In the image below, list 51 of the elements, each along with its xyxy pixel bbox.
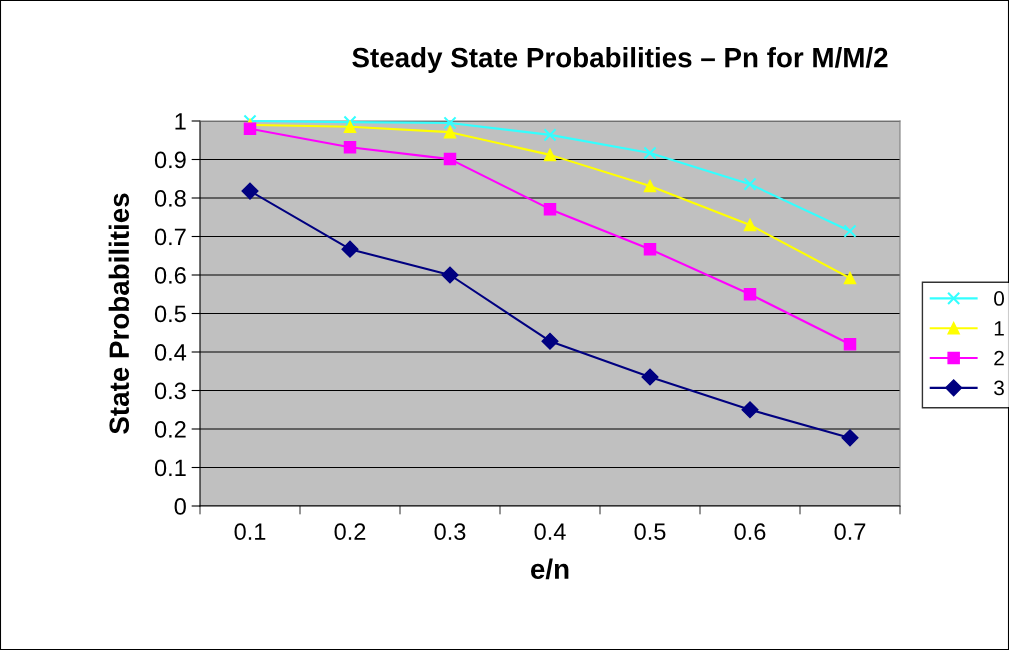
point [441,266,459,284]
y-tick-label: 0.8 [154,190,186,207]
x-tick-label: 0.3 [434,523,466,541]
point [743,287,757,301]
y-tick-label: 0.6 [154,267,186,284]
y-tick-label: 0 [174,498,186,515]
point [843,224,857,238]
point [241,182,259,200]
x-tick-label: 0.1 [234,523,266,541]
point [643,242,657,256]
y-tick-label: 0.7 [154,228,186,246]
point [641,368,659,386]
x-tick-label: 0.7 [834,523,866,541]
point [343,115,357,129]
legend-label: 2 [994,350,1004,366]
x-tick-label: 0.6 [734,523,766,541]
point [843,338,857,351]
x-tick-label: 0.5 [634,523,666,541]
x-tick-label: 0.4 [534,523,566,541]
legend-label: 3 [994,380,1004,396]
point [443,125,457,139]
point [543,202,557,216]
point [841,429,859,447]
y-tick-label: 0.3 [154,382,186,400]
x-tick-label: 0.2 [334,523,366,541]
y-axis-title: State Probabilities [108,193,130,434]
y-tick-label: 0.1 [154,459,186,477]
y-tick-label: 0.9 [154,151,186,169]
point [843,271,857,285]
point [341,240,359,258]
point [741,401,759,419]
point [343,140,357,154]
legend-label: 1 [994,321,1004,336]
y-tick-label: 0.5 [154,305,186,323]
point [643,179,657,193]
x-axis-title: e/n [531,558,569,580]
chart-title: Steady State Probabilities – Pn for M/M/2 [352,47,888,73]
point [541,332,559,350]
y-tick-label: 0.2 [154,421,186,438]
point [643,146,657,160]
point [243,122,257,135]
point [743,218,757,232]
y-tick-label: 0.4 [154,344,187,361]
point [543,128,557,142]
point [343,120,357,134]
legend-label: 0 [994,291,1005,306]
point [443,116,457,130]
point [743,177,757,191]
point [443,152,457,166]
point [543,148,557,162]
y-tick-label: 1 [175,113,186,130]
